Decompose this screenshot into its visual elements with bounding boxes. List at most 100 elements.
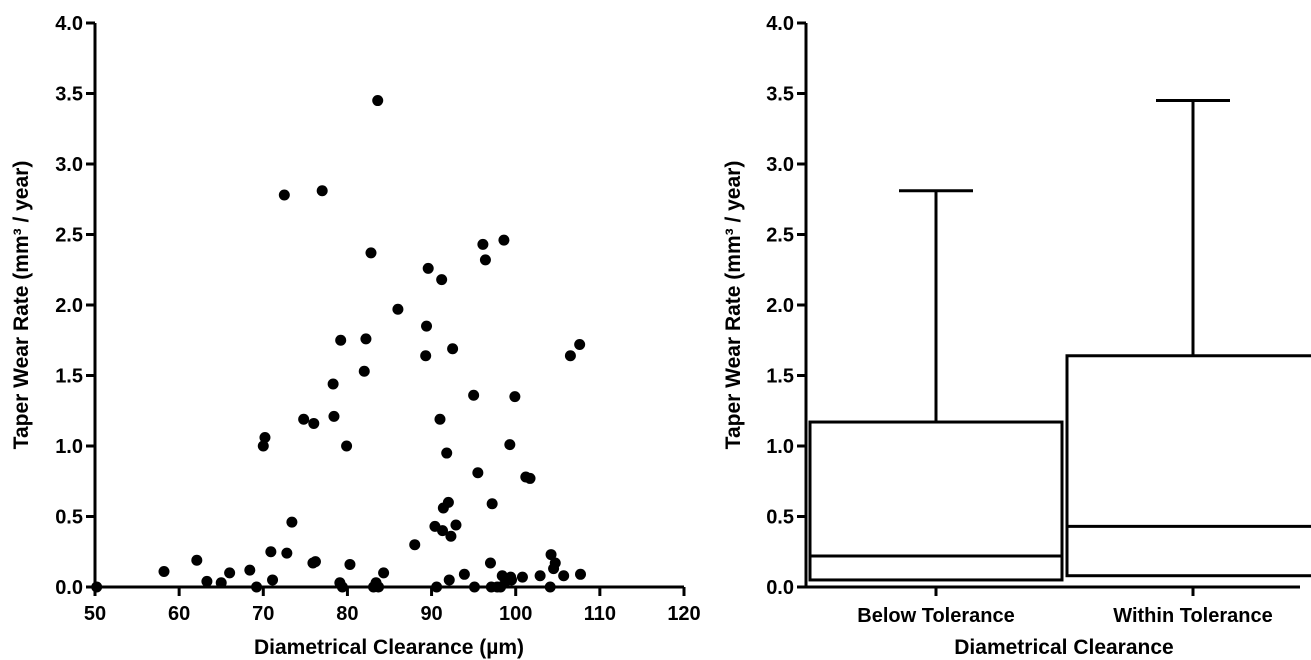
- scatter-point: [341, 440, 353, 452]
- boxplot-y-tick-label: 1.0: [766, 436, 794, 458]
- boxplot-y-tick-label: 0.0: [766, 577, 794, 599]
- scatter-point: [558, 570, 570, 582]
- scatter-y-tick-label: 0.0: [55, 577, 83, 599]
- scatter-x-tick-label: 110: [584, 603, 616, 625]
- scatter-x-tick-label: 120: [667, 603, 700, 625]
- scatter-point: [360, 333, 372, 345]
- scatter-y-tick-label: 3.5: [55, 84, 83, 106]
- scatter-point: [244, 564, 256, 576]
- scatter-point: [286, 516, 298, 528]
- scatter-point: [479, 254, 491, 266]
- scatter-points: [91, 95, 587, 593]
- scatter-point: [191, 554, 203, 566]
- boxplot-y-tick-label: 2.0: [766, 295, 794, 317]
- boxplot-y-tick-label: 0.5: [766, 507, 794, 529]
- scatter-y-ticks: 0.0 0.5 1.0 1.5 2.0 2.5 3.0 3.5 4.0: [55, 13, 95, 599]
- boxplot-y-axis-title: Taper Wear Rate (mm³ / year): [722, 161, 745, 450]
- scatter-point: [472, 467, 484, 479]
- scatter-point: [344, 558, 356, 570]
- scatter-point: [434, 413, 446, 425]
- scatter-point: [549, 557, 561, 569]
- scatter-y-tick-label: 0.5: [55, 507, 83, 529]
- scatter-y-tick-label: 1.0: [55, 436, 83, 458]
- boxplot-category-label: Below Tolerance: [857, 605, 1014, 627]
- scatter-point: [574, 338, 586, 350]
- scatter-point: [468, 389, 480, 401]
- scatter-point: [308, 417, 320, 429]
- scatter-point: [506, 574, 518, 586]
- scatter-point: [224, 567, 236, 579]
- scatter-point: [447, 343, 459, 355]
- scatter-point: [201, 575, 213, 587]
- scatter-point: [575, 568, 587, 580]
- scatter-point: [498, 234, 510, 246]
- scatter-point: [421, 320, 433, 332]
- boxplot-y-tick-label: 4.0: [766, 13, 794, 35]
- boxplot-category-label: Within Tolerance: [1113, 605, 1272, 627]
- scatter-point: [445, 530, 457, 542]
- scatter-point: [524, 472, 536, 484]
- scatter-point: [436, 274, 448, 286]
- boxplot-iqr-box: [808, 420, 1064, 582]
- scatter-y-tick-label: 3.0: [55, 154, 83, 176]
- scatter-point: [443, 574, 455, 586]
- scatter-point: [437, 525, 449, 537]
- scatter-point: [278, 189, 290, 201]
- scatter-point: [257, 440, 269, 452]
- scatter-point: [545, 549, 557, 561]
- scatter-point: [158, 565, 170, 577]
- scatter-x-axis-title: Diametrical Clearance (µm): [254, 636, 524, 659]
- scatter-y-tick-label: 2.5: [55, 225, 83, 247]
- boxplot-iqr-box: [1065, 354, 1311, 578]
- scatter-y-tick-label: 4.0: [55, 13, 83, 35]
- scatter-point: [420, 350, 432, 362]
- scatter-x-tick-label: 100: [499, 603, 532, 625]
- boxplot-boxes: [808, 99, 1311, 582]
- scatter-point: [259, 432, 271, 444]
- scatter-point: [316, 185, 328, 197]
- scatter-point: [477, 238, 489, 250]
- scatter-point: [335, 334, 347, 346]
- scatter-point: [365, 247, 377, 259]
- scatter-point: [516, 571, 528, 583]
- scatter-x-tick-label: 90: [420, 603, 442, 625]
- scatter-point: [358, 365, 370, 377]
- boxplot-panel: Taper Wear Rate (mm³ / year) Diametrical…: [722, 13, 1311, 659]
- scatter-point: [484, 557, 496, 569]
- scatter-y-tick-label: 1.5: [55, 366, 83, 388]
- scatter-point: [422, 262, 434, 274]
- scatter-point: [298, 413, 310, 425]
- scatter-point: [442, 496, 454, 508]
- scatter-point: [328, 410, 340, 422]
- scatter-y-axis-title: Taper Wear Rate (mm³ / year): [10, 161, 33, 450]
- boxplot-x-ticks: Below Tolerance Within Tolerance: [857, 587, 1273, 627]
- scatter-point: [378, 567, 390, 579]
- scatter-point: [327, 378, 339, 390]
- scatter-x-tick-label: 60: [168, 603, 190, 625]
- boxplot-y-tick-label: 2.5: [766, 225, 794, 247]
- scatter-panel: Taper Wear Rate (mm³ / year) Diametrical…: [10, 13, 701, 659]
- scatter-y-tick-label: 2.0: [55, 295, 83, 317]
- scatter-x-ticks: 50 60 70 80 90 100 110 120: [84, 587, 701, 625]
- scatter-point: [267, 574, 279, 586]
- scatter-x-tick-label: 70: [252, 603, 274, 625]
- scatter-point: [372, 95, 384, 107]
- scatter-x-tick-label: 80: [336, 603, 358, 625]
- scatter-point: [441, 447, 453, 459]
- scatter-point: [534, 570, 546, 582]
- scatter-point: [504, 439, 516, 451]
- scatter-point: [409, 539, 421, 551]
- boxplot-y-tick-label: 3.5: [766, 84, 794, 106]
- scatter-point: [309, 556, 321, 568]
- boxplot-y-tick-label: 1.5: [766, 366, 794, 388]
- scatter-point: [281, 547, 293, 559]
- scatter-point: [458, 568, 470, 580]
- scatter-point: [392, 303, 404, 315]
- boxplot-y-ticks: 0.0 0.5 1.0 1.5 2.0 2.5 3.0 3.5 4.0: [766, 13, 806, 599]
- boxplot-y-tick-label: 3.0: [766, 154, 794, 176]
- boxplot-x-axis-title: Diametrical Clearance: [954, 636, 1173, 659]
- scatter-point: [564, 350, 576, 362]
- scatter-x-tick-label: 50: [84, 603, 106, 625]
- scatter-point: [509, 391, 521, 403]
